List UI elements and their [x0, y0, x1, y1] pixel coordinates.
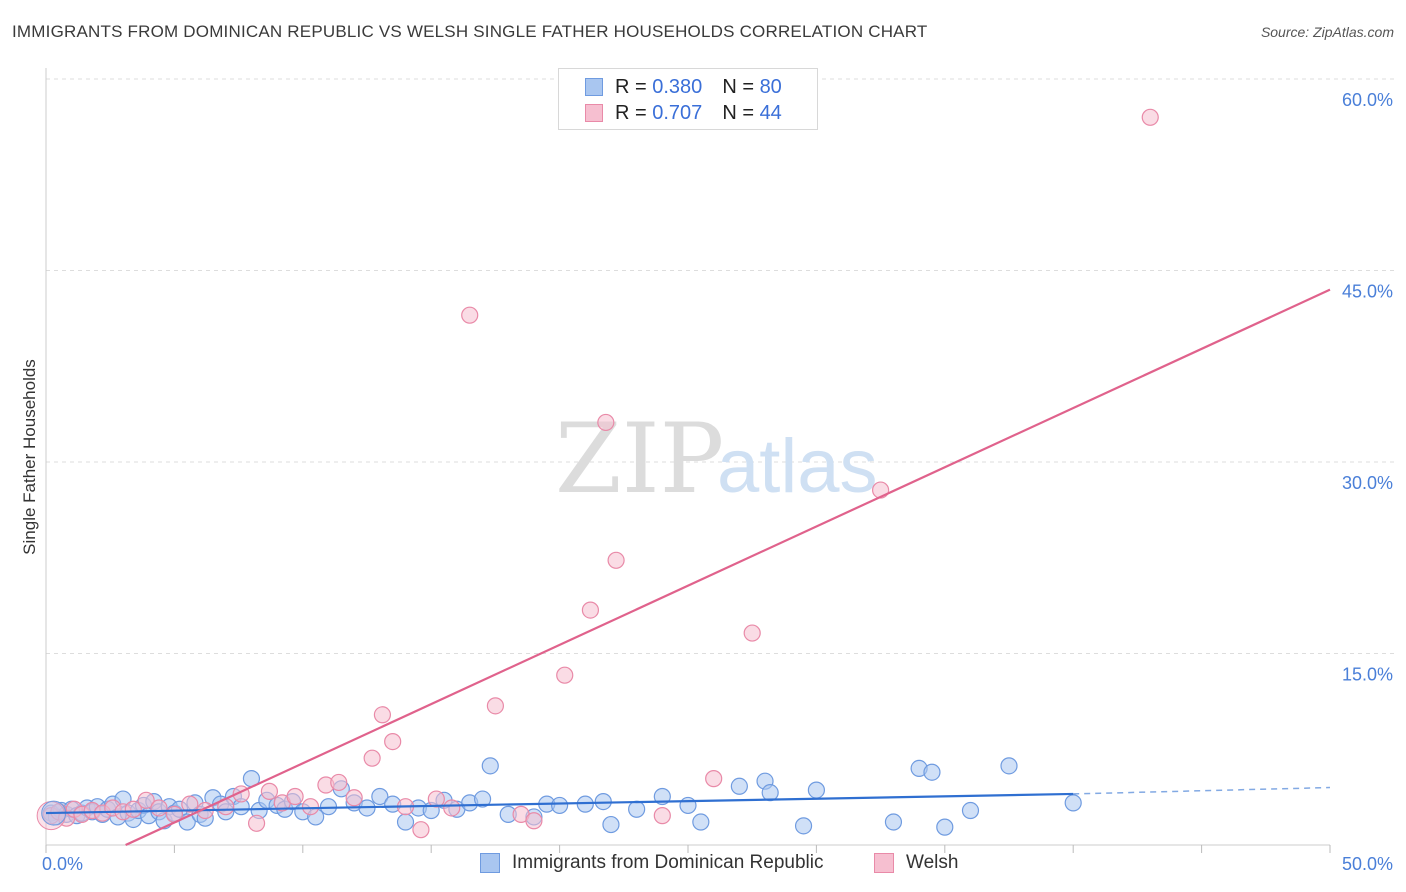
legend-row-dominican: R = 0.380 N = 80: [585, 75, 782, 99]
dominican-point: [1000, 757, 1018, 775]
welsh-point: [301, 798, 320, 816]
dominican-point: [481, 757, 499, 775]
dominican-point: [923, 763, 941, 781]
dominican-point: [692, 813, 710, 831]
welsh-point: [260, 782, 279, 800]
axes-layer: [45, 68, 1331, 853]
dominican-point: [807, 781, 826, 799]
dominican-point: [936, 818, 954, 836]
welsh-point: [597, 413, 615, 432]
welsh-point: [705, 770, 723, 788]
dominican-point: [884, 813, 903, 831]
legend-swatch-blue: [585, 78, 603, 96]
correlation-legend: R = 0.380 N = 80 R = 0.707 N = 44: [558, 68, 818, 130]
bottom-legend-welsh: Welsh: [874, 852, 958, 874]
welsh-point: [743, 624, 761, 642]
legend-n-value: 44: [759, 101, 782, 124]
trend-line-extension: [1073, 786, 1331, 795]
welsh-point: [1141, 108, 1159, 126]
y-axis-label: Single Father Households: [20, 359, 39, 555]
dominican-point: [679, 796, 697, 815]
legend-n-value: 80: [759, 75, 782, 98]
welsh-point: [412, 821, 430, 839]
dominican-point: [628, 800, 646, 818]
y-tick-label: 15.0%: [1342, 665, 1393, 685]
welsh-point: [181, 795, 199, 813]
welsh-point: [443, 799, 461, 817]
y-tick-label: 45.0%: [1342, 282, 1393, 302]
bottom-legend-swatch-pink: [874, 853, 894, 873]
welsh-point: [345, 789, 363, 807]
welsh-point: [373, 706, 392, 724]
dominican-point: [371, 787, 389, 806]
bottom-legend-swatch-blue: [480, 853, 500, 873]
welsh-point: [525, 812, 543, 830]
welsh-point: [607, 551, 625, 569]
welsh-point: [124, 800, 142, 818]
watermark-zip: ZIP: [555, 403, 724, 515]
y-tick-label: 60.0%: [1342, 90, 1393, 110]
bottom-legend-label: Welsh: [906, 852, 959, 873]
source-label: Source: ZipAtlas.com: [1260, 24, 1394, 40]
welsh-point: [247, 814, 266, 832]
dominican-point: [396, 813, 415, 831]
welsh-point: [653, 807, 671, 825]
welsh-point: [150, 799, 168, 817]
welsh-point: [286, 787, 304, 806]
dominican-point: [961, 801, 980, 820]
welsh-point: [384, 732, 402, 751]
welsh-point: [427, 790, 445, 808]
dominican-point: [602, 815, 620, 834]
welsh-point: [137, 791, 155, 809]
welsh-point: [363, 749, 381, 767]
labels-layer: 15.0% 30.0% 45.0% 60.0% 0.0% 50.0%: [42, 90, 1393, 874]
welsh-point: [581, 601, 600, 619]
chart-title: IMMIGRANTS FROM DOMINICAN REPUBLIC VS WE…: [12, 22, 928, 41]
y-tick-label: 30.0%: [1342, 473, 1393, 493]
grid-layer: [46, 78, 1394, 654]
bottom-legend-dominican: Immigrants from Dominican Republic: [480, 852, 824, 874]
trend-line-dominican: [45, 792, 1074, 815]
dominican-point: [1064, 794, 1082, 812]
welsh-point: [556, 666, 574, 684]
welsh-point: [330, 773, 348, 792]
legend-n-label: N =: [722, 101, 754, 124]
dominican-point: [550, 796, 569, 815]
watermark-atlas: atlas: [717, 424, 878, 509]
trend-layer: [45, 288, 1331, 846]
legend-r-label: R =: [615, 101, 647, 124]
legend-r-value: 0.707: [652, 101, 703, 124]
points-layer: [36, 108, 1159, 839]
legend-swatch-pink: [585, 104, 603, 122]
bottom-legend-label: Immigrants from Dominican Republic: [512, 852, 824, 873]
dominican-point: [473, 790, 492, 808]
welsh-point: [486, 697, 504, 715]
dominican-point: [730, 777, 748, 795]
legend-r-label: R =: [615, 75, 647, 98]
welsh-point: [461, 306, 479, 324]
trend-line-welsh: [125, 288, 1331, 846]
dominican-point: [761, 784, 779, 802]
x-tick-label: 0.0%: [42, 854, 83, 874]
x-tick-label: 50.0%: [1342, 854, 1393, 874]
legend-r-value: 0.380: [652, 75, 703, 98]
dominican-point: [794, 817, 813, 835]
watermark: ZIP atlas: [555, 403, 878, 515]
legend-row-welsh: R = 0.707 N = 44: [585, 101, 782, 125]
legend-n-label: N =: [722, 75, 754, 98]
